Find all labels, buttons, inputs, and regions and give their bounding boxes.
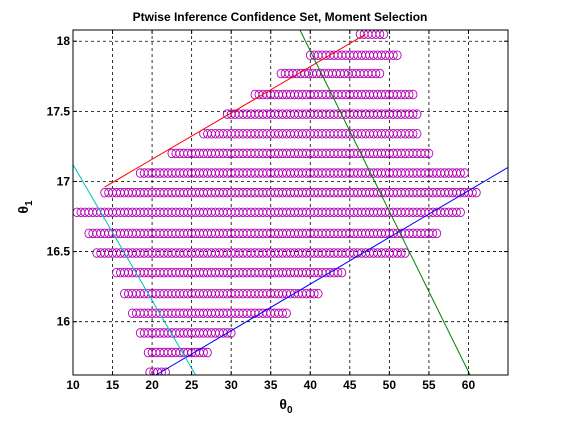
data-point	[472, 187, 481, 198]
x-tick-label: 60	[462, 378, 476, 392]
data-point	[333, 267, 343, 278]
y-tick-label: 18	[57, 34, 71, 48]
x-tick-label: 40	[304, 378, 318, 392]
data-point	[392, 50, 402, 60]
boundary-line	[299, 30, 471, 375]
x-tick-label: 10	[66, 378, 80, 392]
chart-title: Ptwise Inference Confidence Set, Moment …	[133, 10, 428, 24]
x-tick-label: 35	[264, 378, 278, 392]
y-tick-labels: 16 16.5 17 17.5 18	[47, 34, 71, 328]
data-point	[424, 148, 434, 159]
x-tick-label: 55	[422, 378, 436, 392]
x-tick-label: 30	[225, 378, 239, 392]
data-point	[199, 347, 208, 358]
y-tick-label: 17	[57, 174, 71, 188]
boundary-lines	[73, 30, 508, 375]
boundary-line	[73, 164, 197, 375]
data-point	[408, 89, 418, 100]
plot-area	[73, 30, 508, 375]
data-point	[337, 267, 347, 278]
data-point	[222, 328, 232, 338]
data-point	[313, 288, 323, 299]
x-tick-label: 25	[185, 378, 199, 392]
y-tick-label: 17.5	[47, 104, 71, 118]
data-point	[371, 68, 381, 79]
data-point	[408, 129, 418, 139]
axis-ticks	[72, 30, 508, 375]
data-point	[400, 248, 410, 258]
data-point	[157, 367, 166, 375]
data-point	[309, 288, 319, 299]
data-point	[375, 68, 385, 79]
x-tick-label: 15	[106, 378, 120, 392]
x-tick-label: 20	[145, 378, 159, 392]
x-tick-label: 50	[383, 378, 397, 392]
data-point	[278, 308, 287, 319]
data-point	[404, 89, 414, 100]
y-axis-label: θ1	[15, 200, 35, 214]
data-point	[282, 308, 291, 319]
data-markers	[73, 30, 481, 375]
data-point	[456, 207, 465, 218]
data-point	[432, 228, 442, 239]
data-point	[388, 50, 398, 60]
x-axis-label: θ0	[279, 396, 293, 416]
y-tick-label: 16	[57, 315, 71, 329]
data-point	[412, 129, 422, 139]
data-point	[456, 168, 465, 178]
data-point	[379, 30, 389, 39]
data-point	[412, 109, 422, 119]
data-point	[408, 109, 418, 119]
plot-frame	[72, 29, 509, 376]
data-point	[452, 207, 461, 218]
data-point	[428, 228, 438, 239]
boundary-line	[104, 33, 366, 188]
data-point	[396, 248, 406, 258]
data-point	[375, 30, 385, 39]
boundary-line	[155, 167, 508, 375]
x-tick-labels: 10 15 20 25 30 35 40 45 50 55 60	[66, 378, 475, 392]
data-point	[420, 148, 430, 159]
x-tick-label: 45	[343, 378, 357, 392]
data-point	[203, 347, 212, 358]
y-tick-label: 16.5	[47, 245, 71, 259]
data-point	[460, 168, 469, 178]
